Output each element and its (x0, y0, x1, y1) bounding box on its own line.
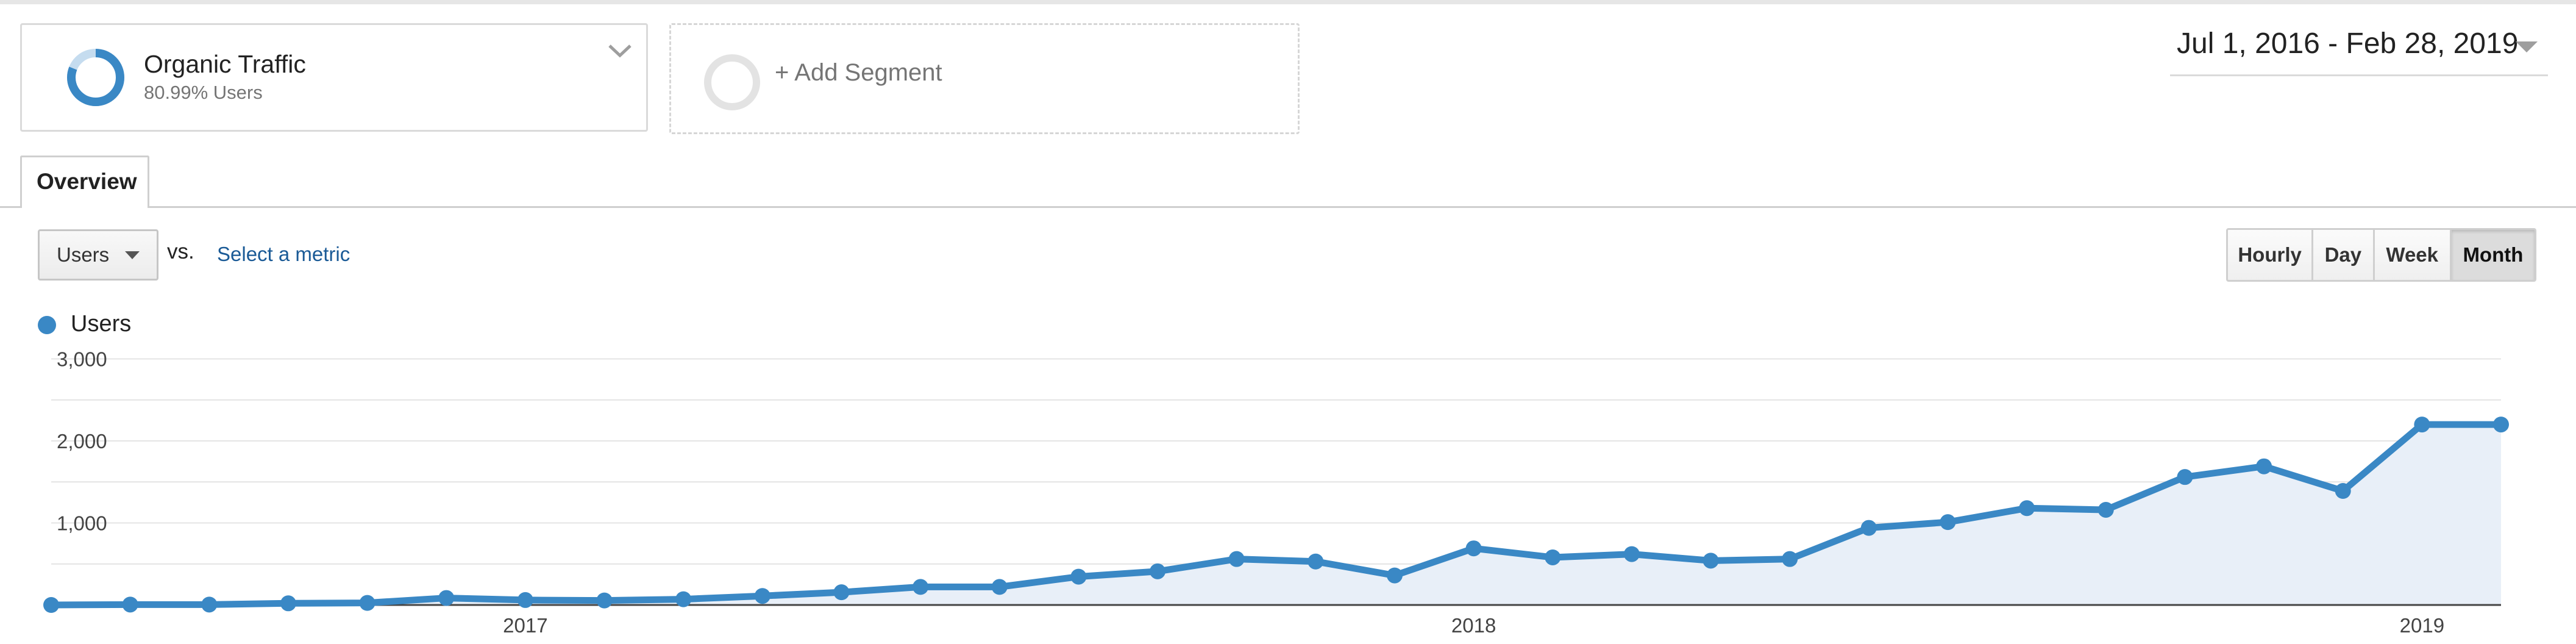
data-point (280, 595, 296, 612)
data-point (2097, 501, 2114, 518)
y-tick-label: 1,000 (57, 512, 107, 535)
x-tick-label: 2019 (2400, 614, 2444, 637)
segment-card-organic-traffic[interactable]: Organic Traffic 80.99% Users (20, 23, 648, 132)
tab-bar-divider (0, 206, 2576, 208)
metric-dropdown-value: Users (57, 243, 110, 266)
date-range-underline (2170, 74, 2548, 76)
month-button[interactable]: Month (2449, 228, 2536, 282)
users-series-line (51, 421, 2501, 609)
data-point (833, 584, 850, 601)
segment-name: Organic Traffic (144, 50, 306, 78)
x-tick-label: 2018 (1451, 614, 1496, 637)
hourly-button[interactable]: Hourly (2226, 228, 2314, 282)
users-line-chart: 1,000 2,000 3,000 2017 2018 2019 (43, 348, 2509, 637)
day-button[interactable]: Day (2311, 228, 2375, 282)
x-tick-label: 2017 (503, 614, 547, 637)
select-metric-link[interactable]: Select a metric (217, 243, 350, 265)
top-border (0, 0, 2576, 4)
data-point (1070, 568, 1087, 585)
data-point (1386, 567, 1403, 584)
data-point (2177, 469, 2193, 485)
add-segment-label: + Add Segment (775, 59, 942, 86)
data-point (122, 596, 138, 613)
data-point (2256, 458, 2272, 474)
segment-percentage: 80.99% Users (144, 82, 263, 103)
data-point (754, 588, 770, 604)
tab-overview[interactable]: Overview (20, 156, 149, 208)
metric-dropdown[interactable]: Users (38, 229, 158, 281)
data-point (438, 590, 455, 606)
data-point (1703, 553, 1719, 569)
chevron-down-icon[interactable] (606, 38, 634, 63)
tab-overview-label: Overview (37, 169, 137, 194)
caret-down-icon (125, 251, 140, 259)
data-point (517, 592, 533, 608)
empty-segment-ring-icon (704, 54, 760, 110)
date-range-label: Jul 1, 2016 - Feb 28, 2019 (2177, 27, 2519, 60)
add-segment-button[interactable]: + Add Segment (669, 23, 1300, 134)
segment-donut-icon (67, 49, 124, 106)
data-point (1150, 563, 1166, 579)
legend-users-label: Users (71, 311, 132, 337)
week-button[interactable]: Week (2372, 228, 2452, 282)
granularity-toggle: Hourly Day Week Month (2226, 228, 2536, 282)
data-point (2335, 483, 2351, 499)
data-point (675, 591, 692, 607)
data-point (1623, 546, 1640, 562)
y-tick-label: 2,000 (57, 430, 107, 453)
data-point (43, 597, 59, 613)
data-point (2493, 417, 2509, 433)
vs-label: vs. (167, 240, 194, 263)
caret-down-icon (2516, 41, 2538, 52)
data-point (1308, 553, 1324, 570)
data-point (201, 596, 218, 613)
data-point (596, 592, 613, 609)
data-point (359, 595, 375, 611)
data-point (1860, 520, 1877, 536)
data-point (1545, 549, 1561, 565)
data-point (1228, 551, 1245, 567)
data-point (913, 579, 929, 595)
date-range-picker[interactable]: Jul 1, 2016 - Feb 28, 2019 (2170, 24, 2548, 76)
data-point (1465, 540, 1482, 557)
data-point (1782, 551, 1798, 567)
data-point (1940, 514, 1956, 531)
data-point (2414, 417, 2430, 433)
users-area (51, 424, 2501, 605)
y-tick-label: 3,000 (57, 348, 107, 371)
legend-users-marker (38, 316, 56, 334)
data-point (2019, 500, 2035, 517)
data-point (991, 579, 1008, 595)
